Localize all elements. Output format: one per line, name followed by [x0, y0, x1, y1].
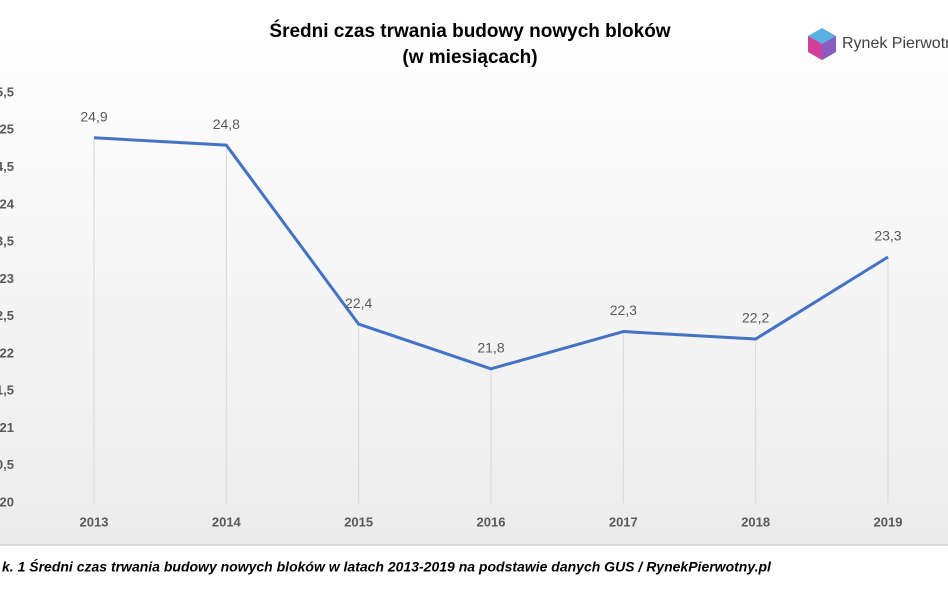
chart-subtitle: (w miesiącach) [402, 47, 537, 68]
y-tick-label: 25 [0, 122, 14, 137]
x-tick-label: 2017 [609, 514, 638, 529]
data-label: 22,3 [610, 302, 637, 318]
chart-title: Średni czas trwania budowy nowych bloków [269, 20, 670, 42]
caption: k. 1 Średni czas trwania budowy nowych b… [2, 558, 772, 575]
x-tick-label: 2018 [741, 514, 770, 529]
x-tick-label: 2013 [80, 514, 109, 529]
y-tick-label: 23 [0, 271, 14, 286]
y-tick-label: 20 [0, 494, 14, 509]
logo [808, 28, 836, 60]
logo-face [808, 36, 822, 60]
data-label: 23,3 [874, 228, 901, 244]
data-label: 22,4 [345, 295, 372, 311]
y-tick-label: 20,5 [0, 457, 14, 472]
y-tick-label: 21 [0, 420, 14, 435]
data-label: 24,8 [213, 116, 240, 132]
y-tick-label: 22 [0, 345, 14, 360]
data-label: 22,2 [742, 310, 769, 326]
y-tick-label: 25,5 [0, 84, 14, 99]
logo-text: Rynek Pierwotny [842, 35, 948, 52]
y-tick-label: 21,5 [0, 383, 14, 398]
y-tick-label: 24 [0, 196, 15, 211]
logo-face [822, 36, 836, 60]
plot-background [0, 0, 948, 545]
x-tick-label: 2016 [477, 514, 506, 529]
line-series [93, 136, 889, 371]
data-label: 24,9 [80, 108, 107, 124]
y-tick-label: 23,5 [0, 234, 14, 249]
y-tick-label: 22,5 [0, 308, 14, 323]
x-tick-label: 2014 [212, 514, 242, 529]
data-label: 21,8 [477, 340, 504, 356]
x-tick-label: 2015 [344, 514, 373, 529]
y-tick-label: 24,5 [0, 159, 14, 174]
x-tick-label: 2019 [874, 514, 903, 529]
